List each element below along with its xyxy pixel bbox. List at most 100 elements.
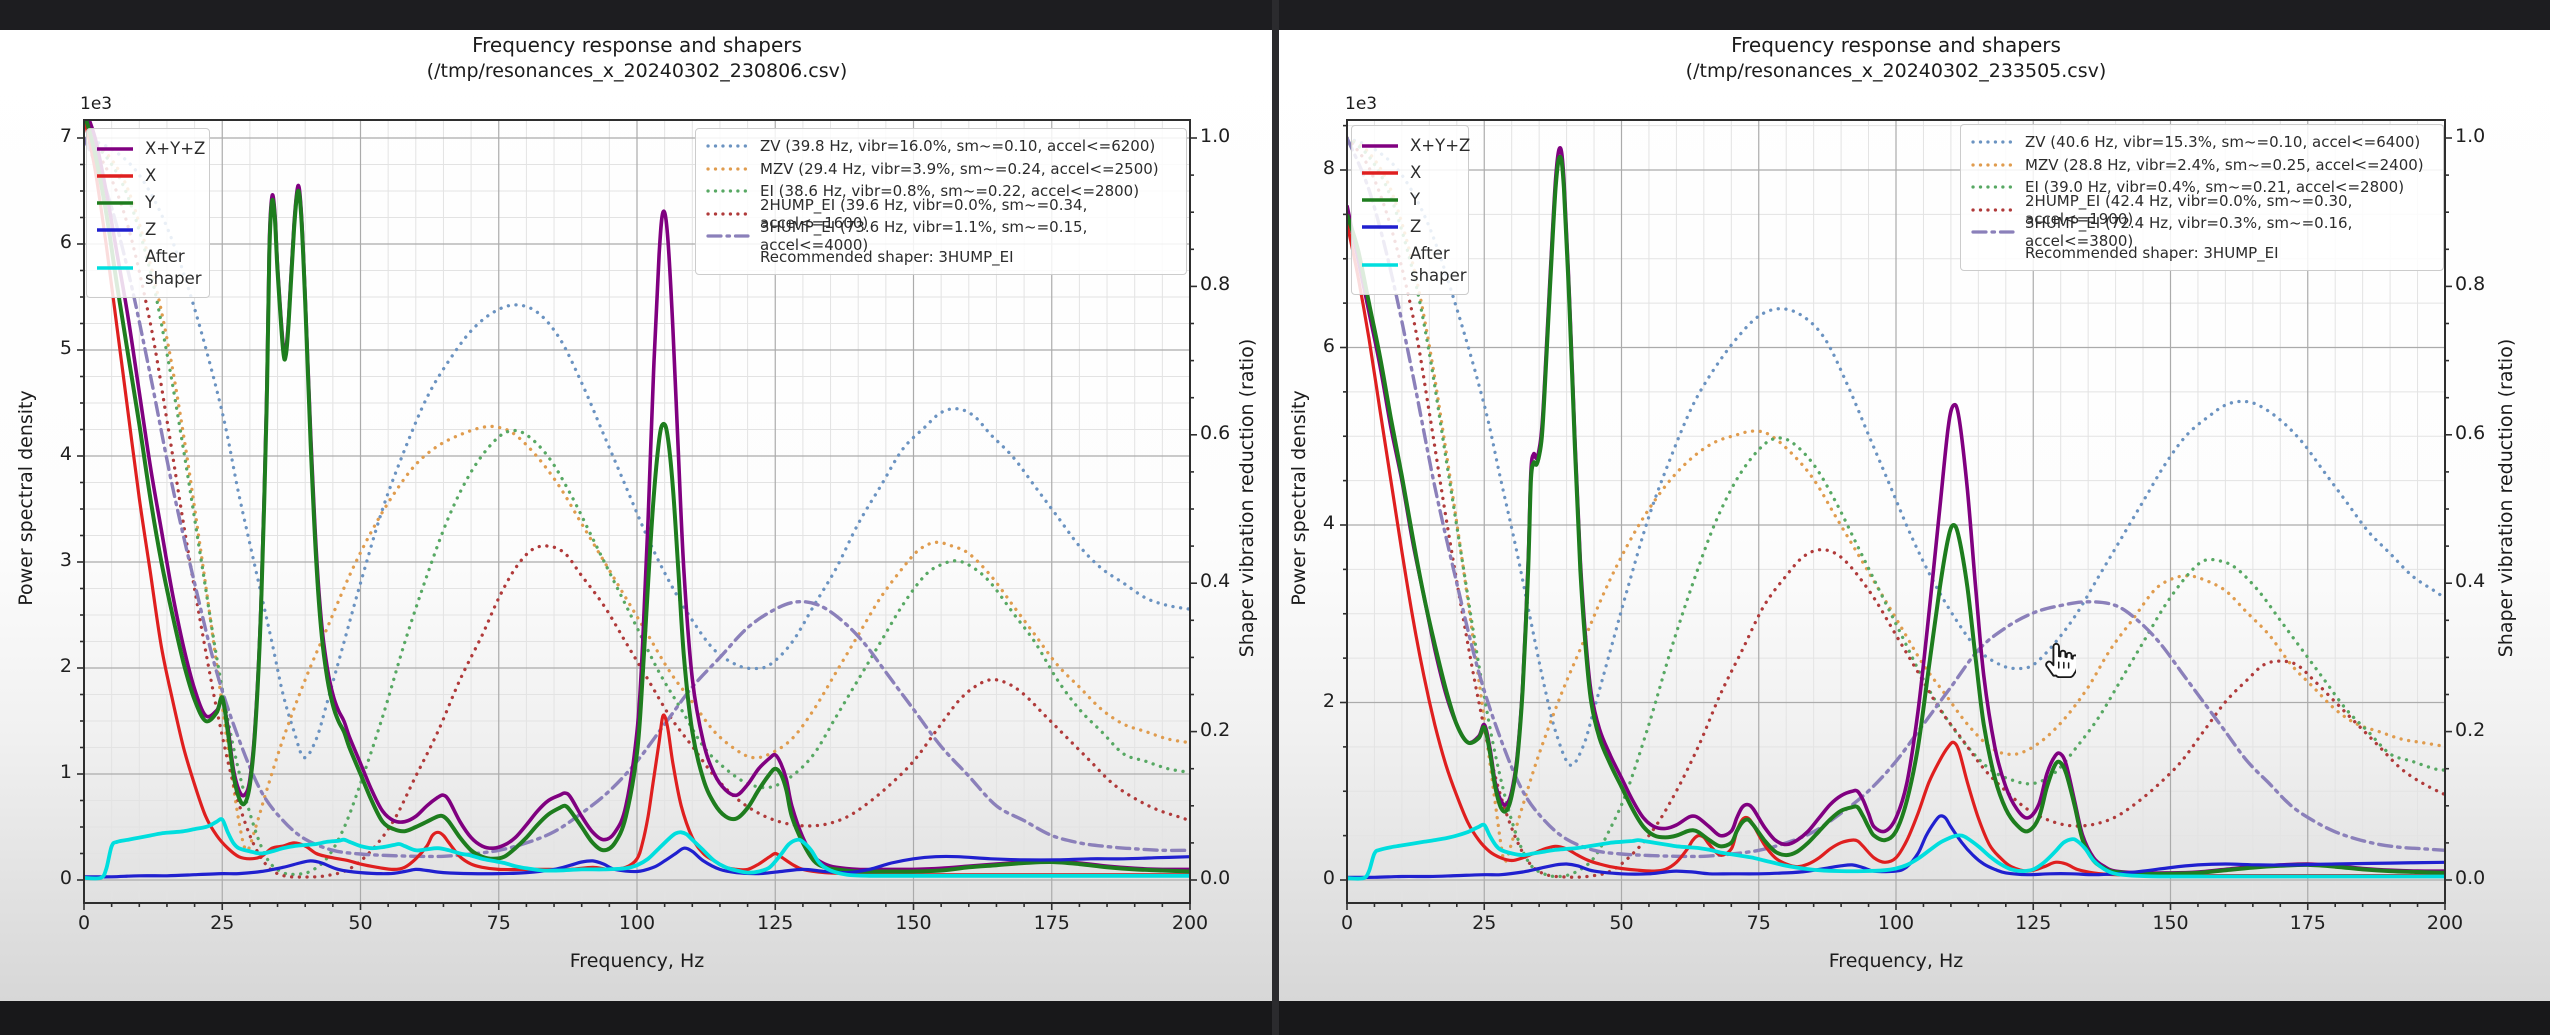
y-tick-label: 6	[59, 231, 72, 253]
legend-label: Z	[145, 219, 157, 239]
x-tick-label: 75	[1746, 912, 1771, 934]
shaper-legend-label: ZV (39.8 Hz, vibr=16.0%, sm~=0.10, accel…	[760, 137, 1156, 156]
left-chart-canvas	[77, 119, 1197, 910]
y2-tick-label: 0.8	[2455, 273, 2486, 296]
y-axis-label: Power spectral density	[1288, 390, 1310, 606]
chart-title-line1: Frequency response and shapers	[472, 33, 802, 57]
shaper-legend-label: 3HUMP_EI (72.4 Hz, vibr=0.3%, sm~=0.16, …	[2025, 214, 2353, 251]
series-line-3hump-ei	[1347, 136, 2445, 859]
shaper-legend-item-mzv: MZV (28.8 Hz, vibr=2.4%, sm~=0.25, accel…	[1971, 154, 2433, 177]
shaper-legend-label: EI (39.0 Hz, vibr=0.4%, sm~=0.21, accel<…	[2025, 178, 2405, 197]
x-tick-label: 0	[77, 912, 91, 934]
y-tick-label: 7	[59, 125, 72, 147]
legend-label: X	[1410, 162, 1422, 182]
x-tick-label: 50	[348, 912, 373, 934]
legend-item-y: Y	[95, 189, 201, 216]
y-axis-offset-text: 1e3	[1345, 94, 1378, 114]
y2-tick-label: 0.2	[2455, 718, 2486, 741]
y-axis-label: Power spectral density	[15, 390, 37, 606]
y2-tick-label: 0.0	[1200, 867, 1231, 889]
shaper-legend-item-zv: ZV (40.6 Hz, vibr=15.3%, sm~=0.10, accel…	[1971, 131, 2433, 154]
series-line-zv	[1347, 136, 2445, 767]
legend-label: Y	[145, 192, 156, 212]
x-tick-label: 175	[1033, 912, 1070, 934]
series-line-3hump-ei	[84, 136, 1190, 859]
series-line-y	[84, 120, 1190, 874]
legend-label: Y	[1410, 189, 1421, 209]
x-tick-label: 200	[1171, 912, 1209, 934]
y2-tick-label: 0.4	[1200, 570, 1231, 593]
shaper-legend-label: MZV (28.8 Hz, vibr=2.4%, sm~=0.25, accel…	[2025, 155, 2424, 174]
y-tick-label: 1	[59, 761, 72, 783]
chart-title-line1: Frequency response and shapers	[1731, 33, 2061, 57]
x-tick-label: 150	[2152, 912, 2189, 934]
x-tick-label: 25	[210, 912, 235, 934]
left-chart-panel[interactable]: Frequency response and shapers (/tmp/res…	[0, 30, 1272, 1001]
legend-item-y: Y	[1360, 186, 1460, 213]
x-tick-label: 175	[2289, 912, 2326, 934]
legend-label: X+Y+Z	[145, 138, 206, 158]
x-tick-label: 75	[486, 912, 511, 934]
y2-tick-label: 0.0	[2455, 867, 2486, 889]
y-tick-label: 0	[1322, 867, 1335, 889]
x-tick-label: 50	[1609, 912, 1634, 934]
x-tick-label: 0	[1340, 912, 1354, 934]
shaper-legend-label: 2HUMP_EI (42.4 Hz, vibr=0.0%, sm~=0.30, …	[2025, 191, 2353, 228]
recommended-shaper-text: Recommended shaper: 3HUMP_EI	[2025, 243, 2279, 262]
x-tick-label: 125	[2015, 912, 2052, 934]
shaper-legend-label: 2HUMP_EI (39.6 Hz, vibr=0.0%, sm~=0.34, …	[760, 195, 1088, 232]
y2-tick-label: 0.6	[1200, 421, 1231, 444]
legend-item-z: Z	[1360, 213, 1460, 240]
legend-item-after-shaper: After shaper	[1360, 240, 1467, 290]
y2-tick-label: 1.0	[1200, 125, 1231, 147]
series-line-y	[1347, 154, 2445, 876]
series-line-after-shaper	[1347, 822, 2445, 881]
series-line-mzv	[1347, 136, 2445, 864]
shaper-legend-label: ZV (40.6 Hz, vibr=15.3%, sm~=0.10, accel…	[2025, 133, 2421, 152]
series-line-2hump-ei	[84, 136, 1190, 879]
legend-item-after-shaper: After shaper	[95, 243, 202, 293]
x-tick-label: 125	[757, 912, 794, 934]
right-chart-panel[interactable]: Frequency response and shapers (/tmp/res…	[1279, 30, 2550, 1001]
legend-label: X+Y+Z	[1410, 135, 1471, 155]
y-axis-offset-text: 1e3	[80, 94, 113, 114]
y-tick-label: 0	[59, 867, 72, 889]
chart-title-line2: (/tmp/resonances_x_20240302_233505.csv)	[1685, 60, 2107, 82]
shaper-legend-item-2hump_ei: 2HUMP_EI (39.6 Hz, vibr=0.0%, sm~=0.34, …	[706, 196, 1176, 232]
series-line-x	[84, 120, 1190, 877]
y2-tick-label: 0.8	[1200, 273, 1231, 296]
y-tick-label: 2	[59, 655, 72, 677]
x-tick-label: 150	[895, 912, 932, 934]
shaper-legend-item-zv: ZV (39.8 Hz, vibr=16.0%, sm~=0.10, accel…	[706, 135, 1176, 158]
legend-label: X	[145, 165, 157, 185]
x-tick-label: 100	[618, 912, 656, 934]
x-axis-label: Frequency, Hz	[569, 950, 705, 972]
chart-title: Frequency response and shapers (/tmp/res…	[1686, 32, 2107, 84]
shaper-legend: ZV (39.8 Hz, vibr=16.0%, sm~=0.10, accel…	[695, 128, 1187, 275]
shaper-legend: ZV (40.6 Hz, vibr=15.3%, sm~=0.10, accel…	[1960, 124, 2444, 271]
recommended-shaper-text: Recommended shaper: 3HUMP_EI	[760, 247, 1014, 266]
series-legend: X+Y+Z X Y Z After shaper	[86, 128, 210, 298]
y-tick-label: 4	[59, 443, 72, 465]
shaper-legend-label: MZV (29.4 Hz, vibr=3.9%, sm~=0.24, accel…	[760, 159, 1159, 178]
x-tick-label: 100	[1877, 912, 1915, 934]
y2-tick-label: 1.0	[2455, 125, 2486, 147]
series-legend: X+Y+Z X Y Z After shaper	[1351, 125, 1471, 295]
y-tick-label: 4	[1322, 512, 1335, 534]
chart-title-line2: (/tmp/resonances_x_20240302_230806.csv)	[426, 60, 848, 82]
x-tick-label: 25	[1472, 912, 1497, 934]
y2-axis-label: Shaper vibration reduction (ratio)	[1236, 338, 1258, 658]
legend-label: Z	[1410, 216, 1422, 236]
y2-axis-label: Shaper vibration reduction (ratio)	[2495, 338, 2517, 658]
series-line-zv	[84, 136, 1190, 760]
y2-tick-label: 0.6	[2455, 421, 2486, 444]
chart-title: Frequency response and shapers (/tmp/res…	[427, 32, 848, 84]
legend-label: After shaper	[1410, 244, 1467, 285]
series-line-ei	[84, 136, 1190, 877]
x-axis-label: Frequency, Hz	[1828, 950, 1964, 972]
shaper-legend-label: 3HUMP_EI (73.6 Hz, vibr=1.1%, sm~=0.15, …	[760, 218, 1088, 255]
legend-item-x-y-z: X+Y+Z	[95, 135, 205, 162]
panel-divider	[1272, 0, 1279, 1035]
legend-item-z: Z	[95, 216, 201, 243]
y2-tick-label: 0.4	[2455, 570, 2486, 593]
